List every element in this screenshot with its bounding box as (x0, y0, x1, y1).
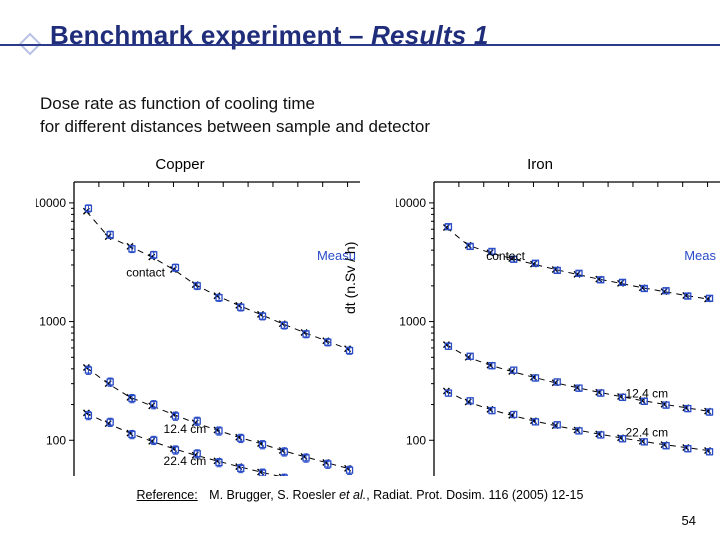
chart-copper-title: Copper (0, 156, 360, 173)
svg-text:12.4 cm: 12.4 cm (625, 386, 668, 400)
svg-text:100: 100 (46, 433, 66, 447)
svg-text:10000: 10000 (396, 196, 426, 210)
reference-label: Reference: (137, 488, 198, 502)
svg-text:12.4 cm: 12.4 cm (164, 422, 207, 436)
svg-text:1000: 1000 (399, 315, 426, 329)
slide: Benchmark experiment – Results 1 Dose ra… (0, 0, 720, 540)
charts-row: Copper dt (n.Sv / h) 100 1000 10000 contact… (0, 156, 720, 476)
chart-iron-title: Iron (360, 156, 720, 173)
reference-line: Reference: M. Brugger, S. Roesler et al.… (0, 488, 720, 502)
body-text: Dose rate as function of cooling time fo… (40, 93, 690, 139)
title-rule (0, 44, 720, 46)
chart-iron-ylabel: dt (n.Sv / h) (342, 242, 358, 314)
svg-text:22.4 cm: 22.4 cm (164, 454, 207, 468)
slide-title: Benchmark experiment – Results 1 (50, 20, 690, 51)
page-number: 54 (682, 513, 696, 528)
svg-text:22.4 cm: 22.4 cm (625, 425, 668, 439)
svg-text:10000: 10000 (36, 196, 66, 210)
reference-post: , Radiat. Prot. Dosim. 116 (2005) 12-15 (366, 488, 583, 502)
chart-iron-svg: 100 1000 10000 contact 12.4 cm 22.4 cm Meas (396, 178, 720, 476)
chart-iron: Iron dt (n.Sv / h) 100100010000contact12… (360, 156, 720, 476)
body-line-2: for different distances between sample a… (40, 116, 690, 139)
reference-pre: M. Brugger, S. Roesler (209, 488, 339, 502)
svg-text:100: 100 (406, 433, 426, 447)
svg-text:Meas: Meas (684, 248, 716, 263)
chart-copper-svg: 100100010000contact12.4 cm22.4 cmMeasu (36, 178, 360, 476)
svg-text:contact: contact (486, 249, 525, 263)
chart-copper: Copper dt (n.Sv / h) 100 1000 10000 contact… (0, 156, 360, 476)
svg-text:contact: contact (126, 265, 165, 279)
svg-text:1000: 1000 (39, 315, 66, 329)
body-line-1: Dose rate as function of cooling time (40, 93, 690, 116)
reference-italic: et al. (339, 488, 366, 502)
